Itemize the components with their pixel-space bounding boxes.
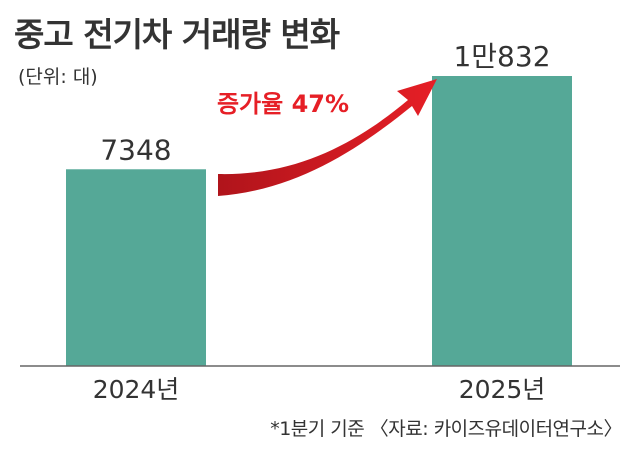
unit-note: (단위: 대): [18, 66, 98, 88]
value-label-1: 7348: [100, 133, 171, 166]
chart-title: 중고 전기차 거래량 변화: [14, 15, 340, 54]
category-label-2: 2025년: [459, 375, 546, 404]
value-label-2: 1만832: [453, 40, 550, 73]
footnote: *1분기 기준 〈자료: 카이즈유데이터연구소〉: [270, 418, 622, 440]
category-label-1: 2024년: [93, 375, 180, 404]
bar-2: [432, 76, 572, 366]
increase-arrow: [218, 79, 437, 196]
bar-1: [66, 169, 206, 366]
growth-annotation: 증가율 47%: [217, 90, 349, 118]
